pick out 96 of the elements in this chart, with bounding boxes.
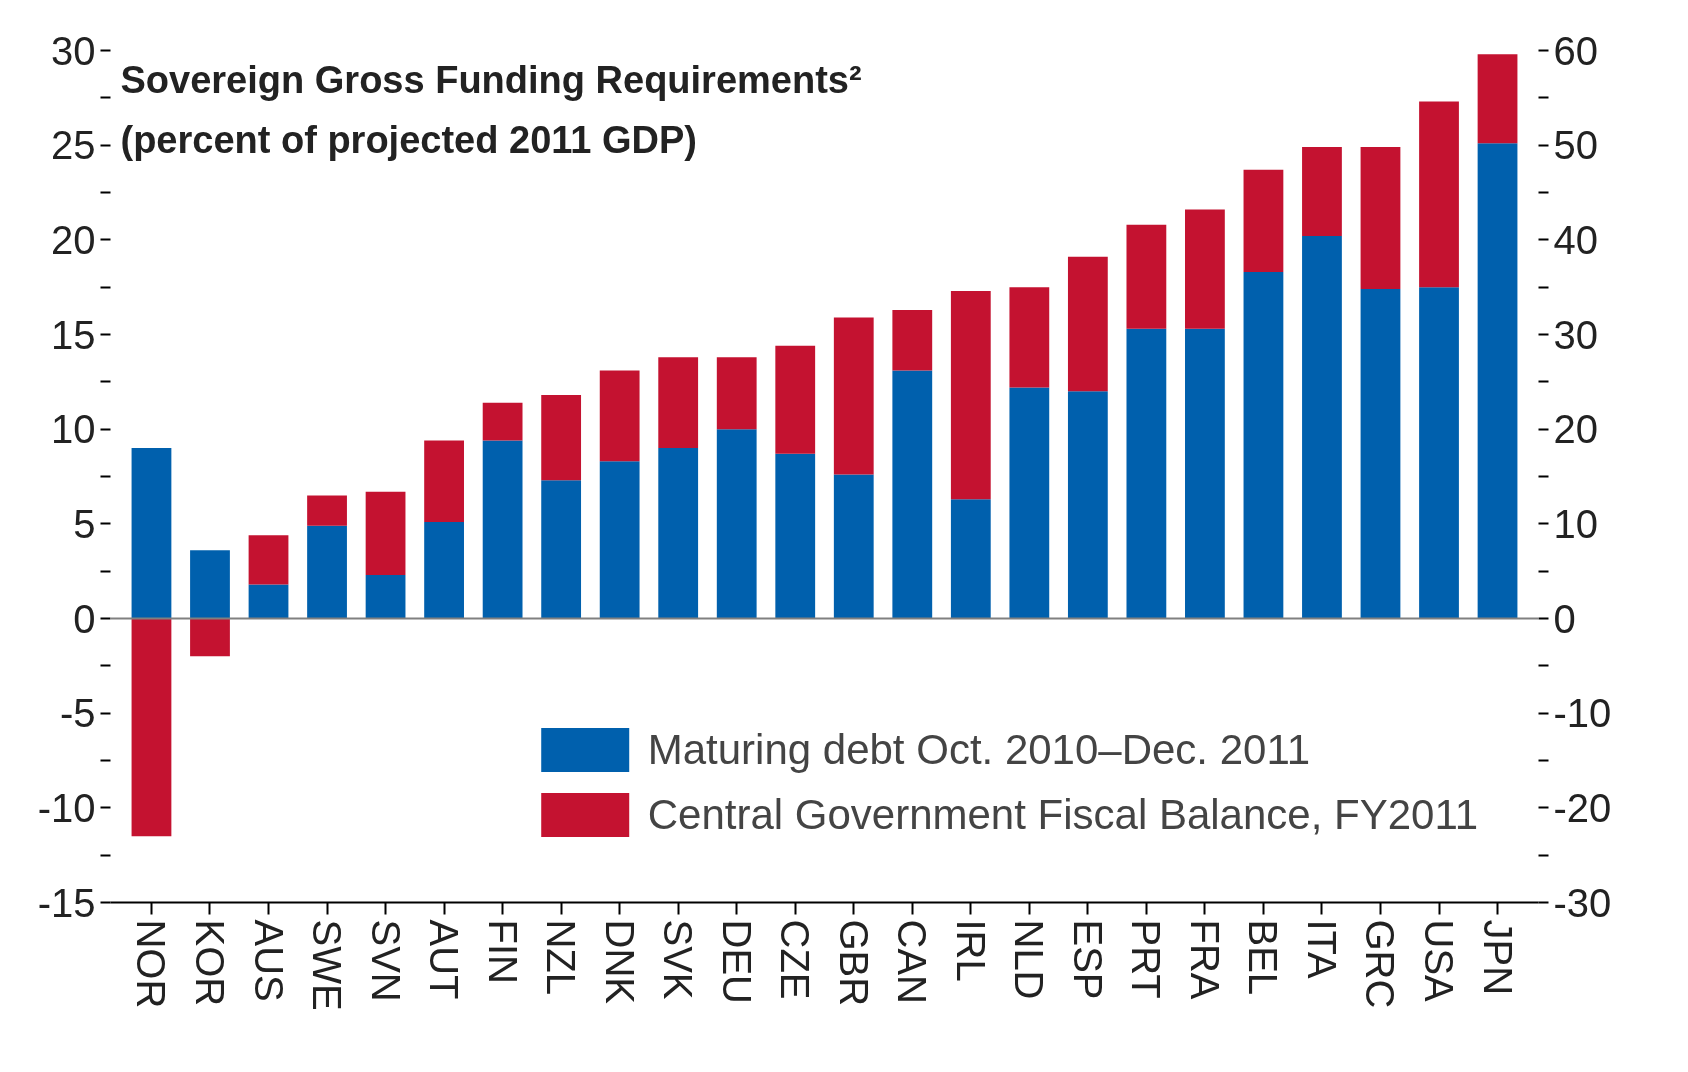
bar [482, 440, 523, 619]
x-tick-label: NZL [539, 919, 584, 996]
bar [1126, 328, 1167, 619]
x-tick-label: GBR [831, 919, 876, 1007]
bar [599, 370, 640, 462]
bar [541, 480, 582, 619]
x-tick-label: JPN [1475, 919, 1520, 996]
legend-label: Central Government Fiscal Balance, FY2011 [647, 790, 1478, 839]
bar [1009, 287, 1050, 388]
bar [1419, 101, 1459, 288]
x-tick-label: KOR [187, 919, 232, 1007]
x-tick-label: AUS [246, 919, 291, 1002]
bar [775, 453, 816, 619]
bar [307, 525, 347, 619]
bar [950, 290, 991, 500]
y-tick-label: 20 [51, 217, 96, 262]
bar [833, 474, 874, 619]
bar [658, 357, 699, 449]
bar [892, 370, 933, 619]
bar [716, 429, 757, 619]
x-tick-label: CAN [890, 919, 935, 1004]
bar [307, 495, 347, 526]
bar [190, 618, 230, 657]
bar [833, 317, 874, 475]
x-tick-label: SVK [656, 919, 701, 1000]
y-tick-label: -10 [37, 785, 96, 830]
x-tick-label: AUT [422, 919, 467, 1000]
y-tick-label: 25 [51, 123, 96, 168]
bar [1067, 391, 1108, 619]
text: (percent of projected 2011 GDP) [120, 118, 697, 161]
x-tick-label: USA [1417, 919, 1462, 1003]
y-tick-label: 5 [73, 501, 96, 546]
x-tick-label: NOR [129, 919, 174, 1009]
bar [950, 499, 991, 619]
y2-tick-label: 50 [1553, 123, 1598, 168]
bar [1477, 143, 1518, 619]
bar [1419, 287, 1459, 619]
x-tick-label: PRT [1124, 919, 1169, 999]
bar [1302, 236, 1342, 619]
y2-tick-label: -30 [1553, 880, 1612, 925]
bar [775, 345, 816, 454]
y2-tick-label: -10 [1553, 691, 1612, 736]
bar [658, 448, 699, 619]
y-tick-label: 10 [51, 407, 96, 452]
x-tick-label: DEU [714, 919, 759, 1004]
legend-label: Maturing debt Oct. 2010–Dec. 2011 [647, 725, 1311, 774]
bar [1360, 289, 1401, 619]
bar [892, 309, 933, 371]
bar [365, 574, 406, 619]
bar [716, 357, 757, 430]
x-tick-label: BEL [1241, 919, 1286, 996]
y-tick-label: 15 [51, 312, 96, 357]
bar [599, 461, 640, 619]
y-tick-label: 0 [73, 596, 96, 641]
y2-tick-label: -20 [1553, 785, 1612, 830]
y2-tick-label: 30 [1553, 312, 1598, 357]
bar [1185, 209, 1225, 329]
bar [248, 584, 289, 619]
bar [482, 402, 523, 441]
x-tick-label: CZE [773, 919, 818, 1000]
bar [1302, 147, 1342, 237]
y2-tick-label: 40 [1553, 217, 1598, 262]
y-tick-label: -15 [37, 880, 96, 925]
bar [541, 395, 582, 481]
x-tick-label: ESP [1065, 919, 1110, 1000]
x-tick-label: FRA [1182, 919, 1227, 1000]
x-tick-label: FIN [480, 919, 525, 984]
bar [1009, 387, 1050, 619]
bar [1243, 169, 1284, 273]
y-tick-label: 30 [51, 28, 96, 73]
bar [131, 618, 172, 837]
bar [365, 491, 406, 575]
y2-tick-label: 60 [1553, 28, 1598, 73]
y2-tick-label: 0 [1553, 596, 1576, 641]
x-tick-label: NLD [1007, 919, 1052, 1000]
bar [1067, 256, 1108, 392]
bar [1126, 224, 1167, 329]
bar [424, 521, 464, 619]
bar [1185, 328, 1225, 619]
bar [424, 440, 464, 522]
chart-title: Sovereign Gross Funding Requirements² [120, 58, 862, 101]
bar [1477, 54, 1518, 144]
x-tick-label: ITA [1299, 919, 1344, 980]
bar [131, 448, 172, 619]
x-tick-label: IRL [948, 919, 993, 982]
x-tick-label: SVN [363, 919, 408, 1002]
y2-tick-label: 20 [1553, 407, 1598, 452]
bar [190, 550, 230, 619]
x-tick-label: DNK [597, 919, 642, 1005]
bar [1360, 147, 1401, 290]
x-tick-label: SWE [305, 919, 350, 1011]
y-tick-label: -5 [59, 691, 96, 736]
bar [248, 535, 289, 585]
bar [1243, 272, 1284, 619]
x-tick-label: GRC [1358, 919, 1403, 1009]
y2-tick-label: 10 [1553, 501, 1598, 546]
